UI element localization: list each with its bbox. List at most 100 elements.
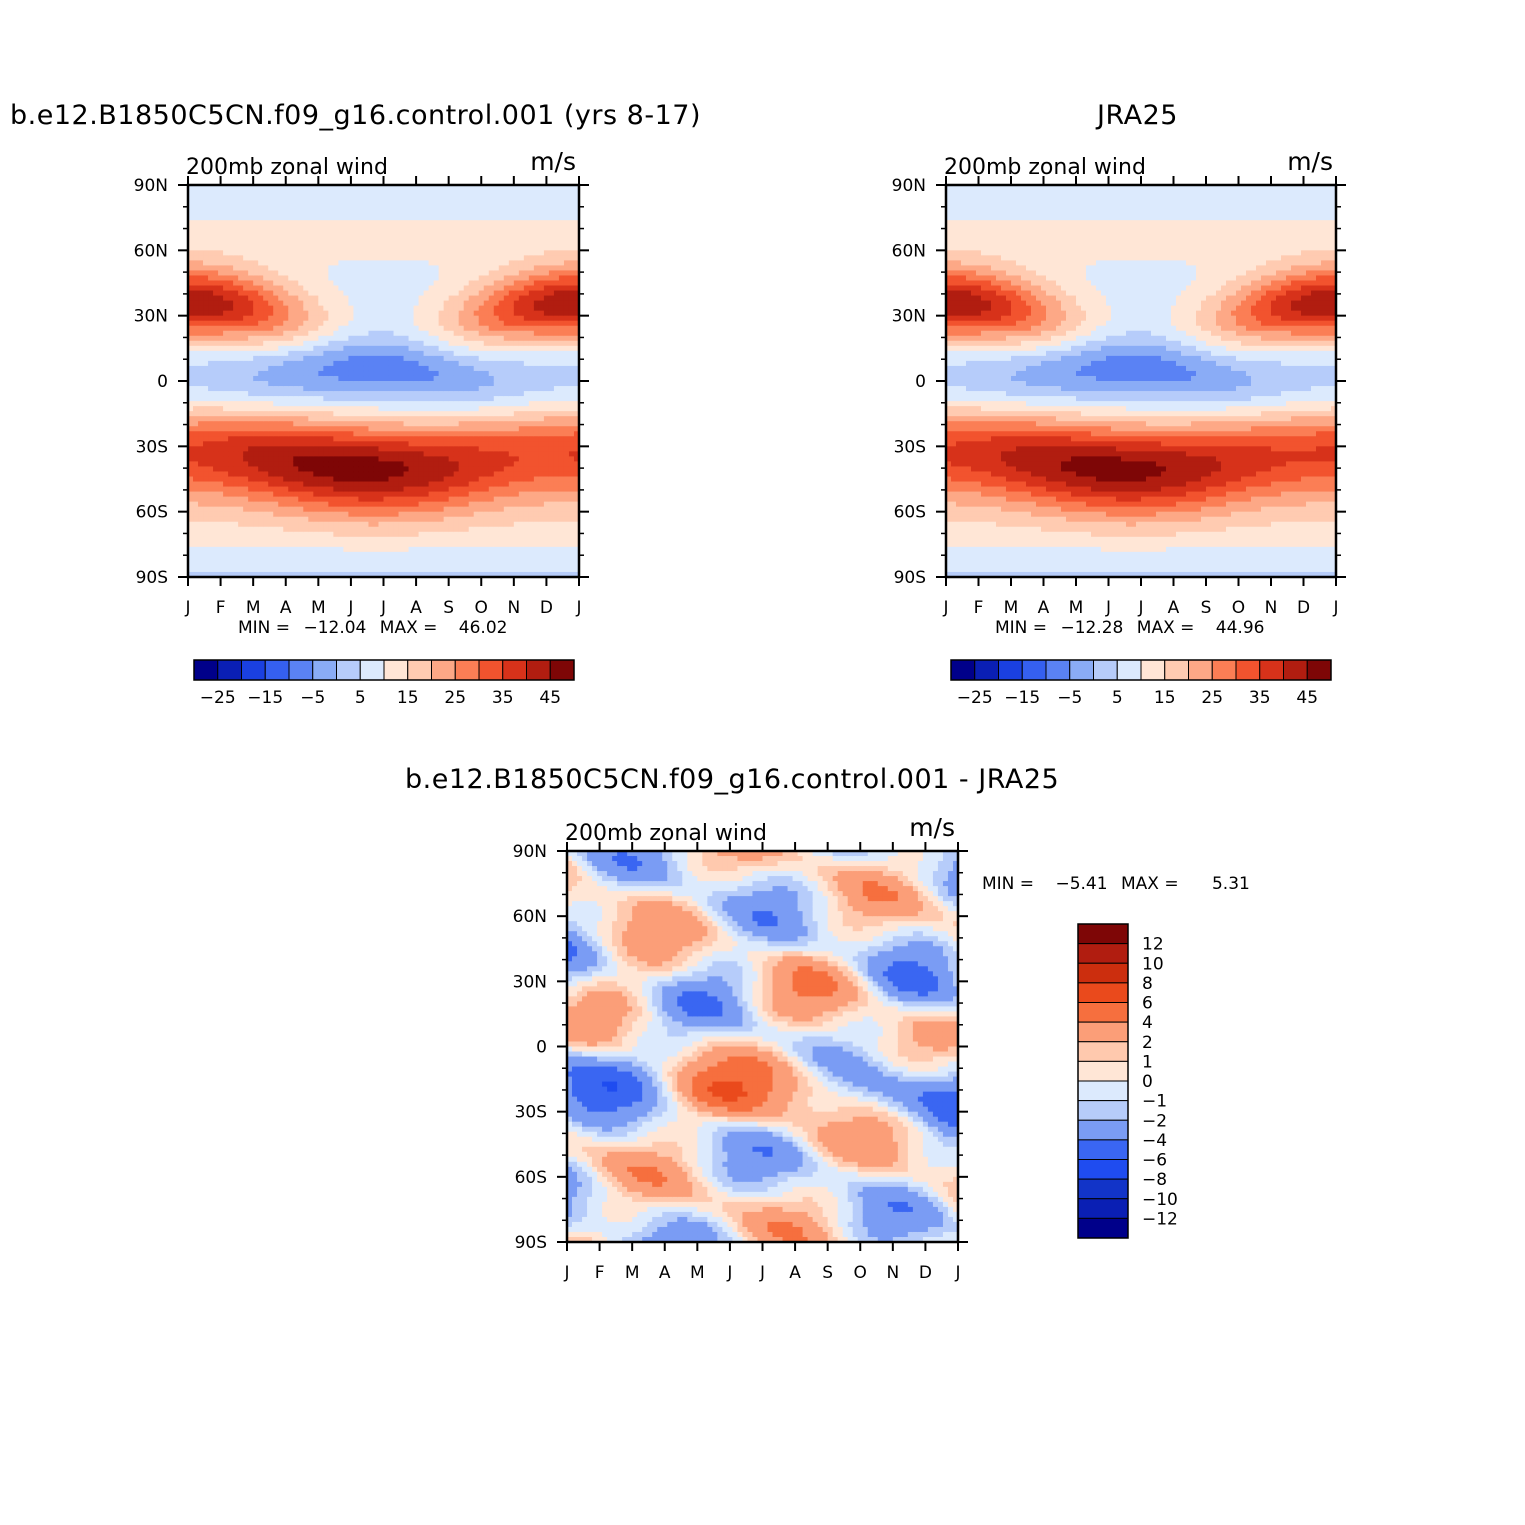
contour-cell <box>478 300 485 307</box>
contour-cell <box>273 541 279 548</box>
contour-cell <box>413 521 420 528</box>
contour-cell <box>438 391 445 397</box>
contour-cell <box>283 431 289 437</box>
contour-cell <box>328 325 334 332</box>
contour-cell <box>258 340 264 347</box>
contour-cell <box>353 446 360 452</box>
contour-cell <box>213 456 219 463</box>
contour-cell <box>448 250 455 256</box>
contour-cell <box>353 521 360 528</box>
contour-cell <box>188 355 194 362</box>
contour-cell <box>268 335 274 342</box>
contour-cell <box>293 506 299 513</box>
contour-cell <box>293 386 299 392</box>
contour-cell <box>218 265 224 272</box>
contour-cell <box>273 401 279 407</box>
contour-cell <box>323 431 329 437</box>
contour-cell <box>193 441 199 447</box>
contour-cell <box>323 541 329 548</box>
contour-cell <box>193 290 199 297</box>
contour-cell <box>283 511 289 518</box>
contour-cell <box>308 526 314 533</box>
contour-cell <box>428 456 435 463</box>
contour-cell <box>208 280 214 287</box>
contour-cell <box>423 215 430 221</box>
contour-cell <box>388 265 395 272</box>
contour-cell <box>483 386 490 392</box>
contour-cell <box>468 220 475 226</box>
contour-cell <box>208 386 214 392</box>
contour-cell <box>373 275 380 282</box>
contour-cell <box>308 220 314 226</box>
contour-cell <box>468 195 475 201</box>
contour-cell <box>373 436 380 442</box>
contour-cell <box>343 305 350 312</box>
contour-cell <box>328 330 334 337</box>
contour-cell <box>493 381 500 387</box>
contour-cell <box>368 541 375 548</box>
contour-cell <box>448 215 455 221</box>
contour-cell <box>253 381 259 387</box>
contour-cell <box>498 511 505 518</box>
contour-cell <box>348 526 355 533</box>
contour-cell <box>373 431 380 437</box>
contour-cell <box>398 406 405 412</box>
contour-cell <box>333 260 339 267</box>
contour-cell <box>483 516 490 523</box>
contour-cell <box>488 275 495 282</box>
contour-cell <box>213 300 219 307</box>
contour-cell <box>373 506 380 513</box>
contour-cell <box>193 260 199 267</box>
contour-cell <box>473 260 480 267</box>
contour-cell <box>463 220 470 226</box>
contour-cell <box>343 546 350 553</box>
contour-cell <box>278 436 284 442</box>
contour-cell <box>383 416 390 422</box>
contour-cell <box>398 370 405 377</box>
contour-cell <box>353 230 360 236</box>
contour-cell <box>333 536 339 543</box>
contour-cell <box>248 486 254 493</box>
contour-cell <box>218 506 224 513</box>
contour-cell <box>273 406 279 412</box>
contour-cell <box>398 215 405 221</box>
contour-cell <box>403 205 410 211</box>
contour-cell <box>318 280 324 287</box>
contour-cell <box>193 255 199 261</box>
contour-cell <box>413 255 420 261</box>
contour-cell <box>293 401 299 407</box>
contour-cell <box>398 220 405 226</box>
contour-cell <box>403 275 410 282</box>
contour-cell <box>468 310 475 317</box>
contour-cell <box>218 516 224 523</box>
contour-cell <box>273 190 279 196</box>
minmax-obs: MIN = −12.28 MAX = 44.96 <box>995 618 1264 638</box>
contour-cell <box>418 280 425 287</box>
contour-cell <box>383 310 390 317</box>
contour-cell <box>438 375 445 382</box>
contour-cell <box>393 511 400 518</box>
contour-cell <box>418 431 425 437</box>
contour-cell <box>388 240 395 246</box>
contour-cell <box>358 381 365 387</box>
contour-cell <box>328 225 334 231</box>
contour-cell <box>258 285 264 292</box>
contour-cell <box>323 255 329 261</box>
contour-cell <box>458 250 465 256</box>
contour-cell <box>363 431 370 437</box>
contour-cell <box>493 441 500 447</box>
contour-cell <box>438 270 445 277</box>
contour-cell <box>283 471 289 478</box>
contour-cell <box>268 481 274 488</box>
contour-cell <box>198 190 204 196</box>
contour-cell <box>238 320 244 327</box>
contour-cell <box>308 340 314 347</box>
contour-cell <box>243 476 249 483</box>
contour-cell <box>193 411 199 417</box>
contour-cell <box>448 406 455 412</box>
contour-cell <box>418 300 425 307</box>
contour-cell <box>413 260 420 267</box>
contour-cell <box>483 526 490 533</box>
contour-cell <box>448 411 455 417</box>
contour-cell <box>448 496 455 503</box>
